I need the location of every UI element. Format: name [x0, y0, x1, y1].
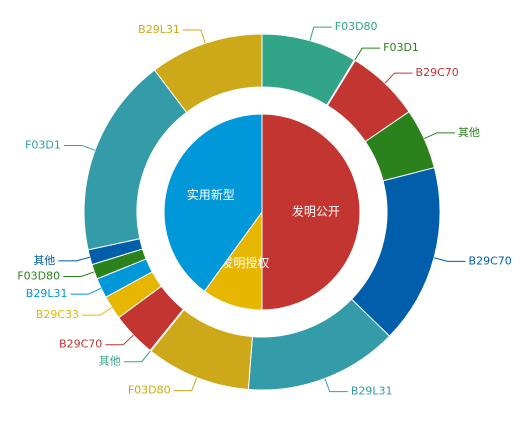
outer-label-b29c70-8: B29C70: [59, 338, 102, 351]
leader-line-b29c33-9: [82, 307, 113, 316]
leader-line-other-7: [123, 350, 151, 363]
leader-line-f03d1-1: [354, 47, 381, 61]
outer-label-b29c33-9: B29C33: [36, 308, 79, 321]
outer-label-f03d80-11: F03D80: [17, 269, 60, 282]
outer-label-other-12: 其他: [33, 254, 55, 267]
outer-label-b29c70-2: B29C70: [416, 66, 459, 79]
outer-label-b29l31-5: B29L31: [351, 385, 393, 398]
leader-line-b29l31-5: [324, 378, 348, 393]
leader-line-b29l31-14: [182, 29, 206, 44]
inner-label-utility-model-2: 实用新型: [187, 187, 235, 202]
inner-slice-invention-publication-0[interactable]: [261, 113, 361, 311]
outer-label-f03d1-1: F03D1: [383, 41, 419, 54]
leader-line-f03d80-11: [63, 271, 95, 277]
inner-label-invention-grant-1: 发明授权: [221, 255, 269, 270]
outer-label-f03d1-13: F03D1: [25, 138, 61, 151]
outer-slice-b29c70-4[interactable]: [350, 167, 441, 337]
inner-slice-utility-model-2[interactable]: [163, 113, 263, 292]
leader-line-b29c70-2: [384, 72, 413, 84]
outer-label-other-3: 其他: [458, 126, 480, 139]
leader-line-f03d80-6: [173, 377, 198, 392]
leader-line-other-12: [58, 256, 90, 262]
outer-labels: F03D80 F03D1 B29C70 其他 B29C70 B29L31 F03D80 其他 B…: [17, 20, 511, 398]
outer-label-b29c70-4: B29C70: [469, 254, 512, 267]
inner-label-invention-publication-0: 发明公开: [292, 204, 340, 219]
outer-label-f03d80-0: F03D80: [335, 20, 378, 33]
leader-line-other-3: [423, 132, 455, 140]
outer-label-b29l31-14: B29L31: [138, 23, 180, 36]
leader-line-f03d1-13: [63, 144, 96, 151]
leader-line-b29c70-4: [433, 257, 466, 262]
outer-ring: [83, 33, 441, 391]
outer-label-other-7: 其他: [99, 355, 121, 368]
outer-label-f03d80-6: F03D80: [128, 384, 171, 397]
leader-line-b29c70-8: [105, 334, 134, 346]
outer-slice-b29l31-14[interactable]: [153, 33, 263, 114]
leader-line-b29l31-10: [70, 287, 102, 295]
outer-label-b29l31-10: B29L31: [26, 287, 68, 300]
leader-line-f03d80-0: [309, 26, 332, 41]
